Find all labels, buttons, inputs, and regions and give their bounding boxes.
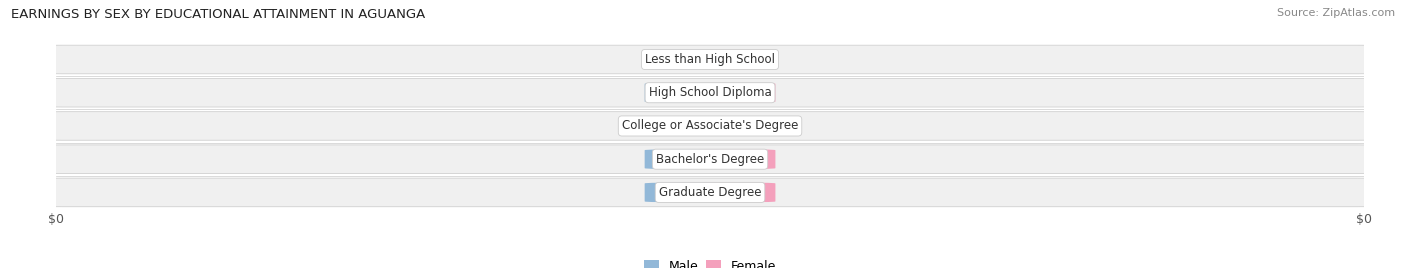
Text: Less than High School: Less than High School [645,53,775,66]
FancyBboxPatch shape [644,183,723,202]
Text: College or Associate's Degree: College or Associate's Degree [621,120,799,132]
Text: EARNINGS BY SEX BY EDUCATIONAL ATTAINMENT IN AGUANGA: EARNINGS BY SEX BY EDUCATIONAL ATTAINMEN… [11,8,426,21]
Text: $0: $0 [678,154,690,164]
Text: $0: $0 [678,88,690,98]
FancyBboxPatch shape [697,116,776,136]
FancyBboxPatch shape [697,50,776,69]
Text: Graduate Degree: Graduate Degree [659,186,761,199]
FancyBboxPatch shape [644,50,723,69]
FancyBboxPatch shape [697,150,776,169]
Text: $0: $0 [730,187,742,198]
FancyBboxPatch shape [644,150,723,169]
Text: $0: $0 [678,187,690,198]
FancyBboxPatch shape [37,145,1384,173]
Text: $0: $0 [678,121,690,131]
Text: Source: ZipAtlas.com: Source: ZipAtlas.com [1277,8,1395,18]
FancyBboxPatch shape [37,79,1384,107]
FancyBboxPatch shape [644,116,723,136]
FancyBboxPatch shape [697,83,776,102]
FancyBboxPatch shape [37,45,1384,74]
Text: $0: $0 [730,154,742,164]
Text: $0: $0 [730,54,742,65]
Text: $0: $0 [730,121,742,131]
Text: Bachelor's Degree: Bachelor's Degree [657,153,763,166]
FancyBboxPatch shape [644,83,723,102]
Text: High School Diploma: High School Diploma [648,86,772,99]
FancyBboxPatch shape [697,183,776,202]
Text: $0: $0 [678,54,690,65]
Legend: Male, Female: Male, Female [638,255,782,268]
FancyBboxPatch shape [37,178,1384,207]
Text: $0: $0 [730,88,742,98]
FancyBboxPatch shape [37,112,1384,140]
